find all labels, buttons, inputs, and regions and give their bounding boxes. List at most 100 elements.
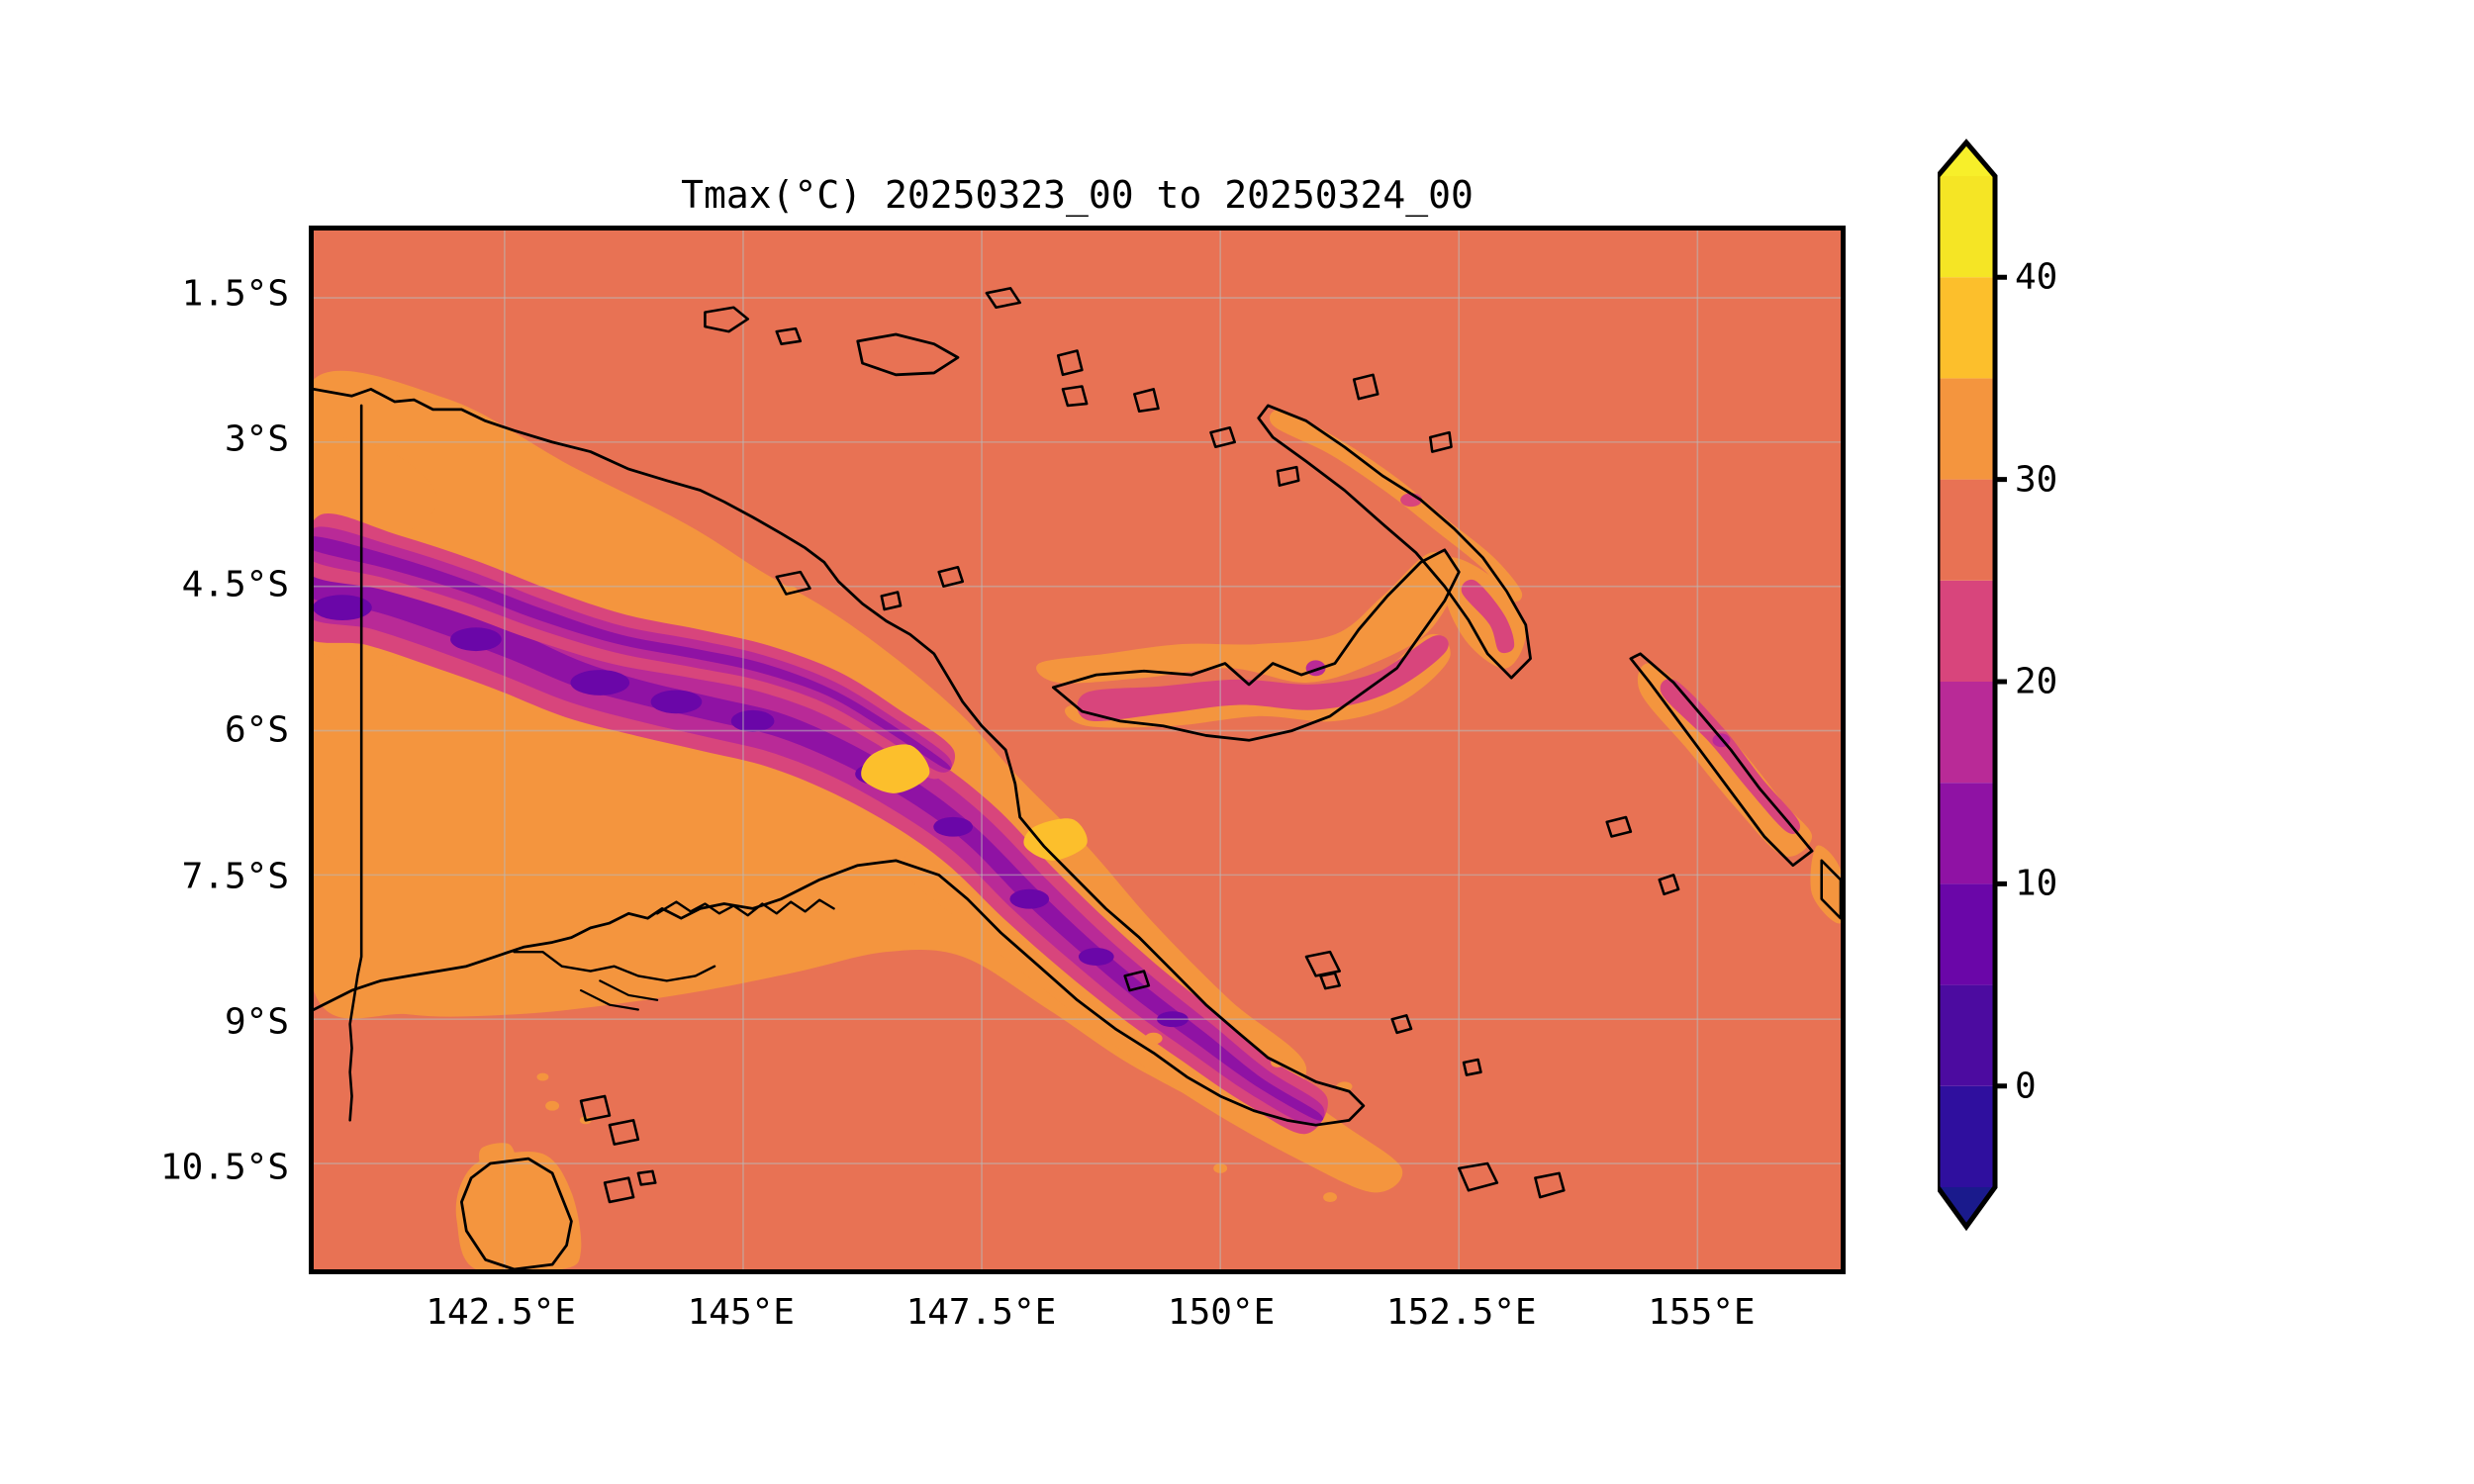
y-tick-label: 9°S <box>224 1001 289 1043</box>
small-island-fill <box>1323 1192 1338 1203</box>
colorbar: 0 10 20 30 40 <box>1938 117 2235 1304</box>
small-island-outline <box>1123 970 1151 992</box>
highland-magenta-band <box>314 547 1325 1126</box>
peak-purple-band <box>314 566 1323 1121</box>
small-island-outline <box>704 306 750 333</box>
small-island-fill <box>536 1072 549 1081</box>
bougainville-coastline <box>1629 652 1814 868</box>
colorbar-tick-label: 40 <box>2015 256 2058 298</box>
small-island-outline <box>1319 972 1341 990</box>
peak-core <box>1078 948 1114 966</box>
small-island-outline <box>1534 1171 1566 1199</box>
small-island-outline <box>1056 349 1084 377</box>
small-island-outline <box>1304 950 1341 977</box>
temperature-contour-band <box>314 436 438 542</box>
new-britain-orange <box>1036 551 1460 684</box>
small-island-outline <box>880 591 903 611</box>
colorbar-band <box>1938 883 1995 985</box>
new-britain-ridge <box>1077 635 1449 721</box>
y-tick-label: 10.5°S <box>159 1147 289 1188</box>
peak-core <box>730 709 775 732</box>
map-plot-area <box>309 226 1846 1274</box>
small-island-outline <box>1605 815 1633 838</box>
colorbar-band <box>1938 580 1995 682</box>
y-tick-label: 6°S <box>224 709 289 751</box>
x-tick-label: 150°E <box>1167 1292 1276 1333</box>
temperature-contour-band <box>478 1143 517 1175</box>
temperature-contour-band <box>1810 845 1841 924</box>
colorbar-band <box>1938 378 1995 480</box>
shortland-island-coastline <box>1820 859 1841 920</box>
small-island-outline <box>603 1176 635 1204</box>
ridge-contour-band <box>314 536 951 770</box>
small-island-outline <box>579 1094 612 1122</box>
peak-core <box>933 816 974 837</box>
colorbar-band <box>1938 984 1995 1086</box>
small-island-outline <box>1658 874 1680 896</box>
small-island-outline <box>1061 385 1089 408</box>
small-island-outline <box>1352 373 1380 401</box>
peak-core <box>570 670 630 696</box>
y-tick-label: 4.5°S <box>181 564 289 605</box>
colorbar-tick-label: 0 <box>2015 1066 2037 1107</box>
new-ireland-coastline <box>1257 404 1532 680</box>
colorbar-outline <box>1938 139 1998 1232</box>
peak-core <box>650 690 703 714</box>
international-border <box>348 404 363 1122</box>
x-tick-label: 142.5°E <box>426 1292 576 1333</box>
valley-hotspot <box>1023 818 1088 861</box>
small-island-outline <box>1209 426 1236 449</box>
fly-delta-coastline <box>513 950 716 982</box>
y-tick-label: 7.5°S <box>181 856 289 897</box>
x-tick-label: 145°E <box>687 1292 795 1333</box>
colorbar-band <box>1938 682 1995 784</box>
ridge-contour-band <box>1461 579 1515 654</box>
y-tick-label: 3°S <box>224 418 289 460</box>
small-island-outline <box>1428 430 1453 453</box>
colorbar-over-arrow <box>1938 142 1995 176</box>
colorbar-band <box>1938 277 1995 379</box>
x-tick-label: 155°E <box>1648 1292 1756 1333</box>
temperature-contour-field <box>314 231 1841 1269</box>
colorbar-tick-label: 30 <box>2015 459 2058 501</box>
small-island-outline <box>608 1119 640 1146</box>
peak-core <box>450 627 502 652</box>
small-island-outline <box>1276 465 1300 487</box>
colorbar-under-arrow <box>1938 1187 1995 1227</box>
x-axis-labels: 142.5°E 145°E 147.5°E 150°E 152.5°E 155°E <box>309 1282 1846 1351</box>
small-island-outline <box>1458 1161 1499 1192</box>
small-island-outline <box>636 1169 657 1186</box>
small-island-outline <box>937 565 965 588</box>
manus-island-coastline <box>856 332 960 377</box>
cape-york-orange <box>455 1152 582 1269</box>
small-island-outline <box>1133 388 1160 414</box>
new-britain-coastline <box>1051 548 1461 742</box>
cape-york-coastline <box>460 1157 573 1269</box>
small-island-outline <box>1390 1014 1413 1035</box>
colorbar-band <box>1938 479 1995 581</box>
small-island-outline <box>985 287 1021 310</box>
y-axis-labels: 1.5°S 3°S 4.5°S 6°S 7.5°S 9°S 10.5°S <box>0 226 289 1274</box>
peak-core <box>1009 888 1050 909</box>
small-island-outline <box>1462 1058 1482 1076</box>
colorbar-tick-label: 10 <box>2015 863 2058 904</box>
colorbar-tick-label: 20 <box>2015 661 2058 702</box>
colorbar-band <box>1938 1085 1995 1187</box>
x-tick-label: 147.5°E <box>905 1292 1057 1333</box>
title-line-1: Tmax(°C) 20250323_00 to 20250324_00 <box>681 172 1474 217</box>
y-tick-label: 1.5°S <box>181 273 289 315</box>
small-island-fill <box>1144 1032 1163 1045</box>
markham-valley-hotspot <box>861 744 930 793</box>
new-guinea-coastline <box>314 387 1366 1127</box>
small-island-outline <box>775 570 811 596</box>
gulf-fjord-coastline <box>655 898 835 917</box>
delta-channel <box>599 979 659 1001</box>
colorbar-gradient <box>1938 139 2007 1232</box>
x-tick-label: 152.5°E <box>1385 1292 1537 1333</box>
small-island-fill <box>545 1100 560 1111</box>
small-island-outline <box>775 326 803 345</box>
peak-core <box>314 595 372 620</box>
colorbar-band <box>1938 176 1995 278</box>
delta-channel <box>579 988 639 1011</box>
colorbar-band <box>1938 783 1995 884</box>
